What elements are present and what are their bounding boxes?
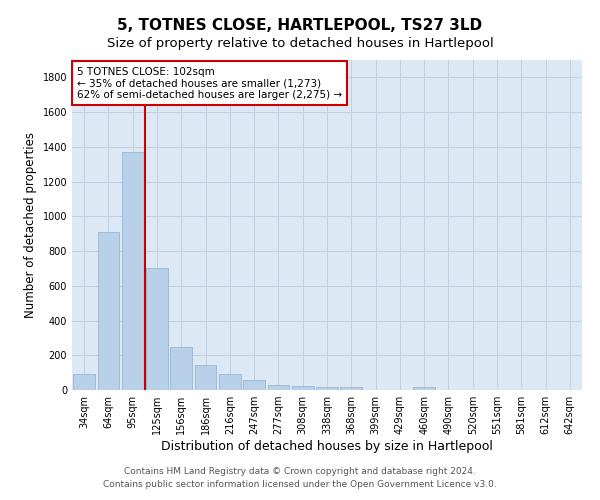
Text: Size of property relative to detached houses in Hartlepool: Size of property relative to detached ho… [107,38,493,51]
Text: 5, TOTNES CLOSE, HARTLEPOOL, TS27 3LD: 5, TOTNES CLOSE, HARTLEPOOL, TS27 3LD [118,18,482,32]
Bar [268,385,289,390]
Bar [122,152,143,390]
Bar [413,386,435,390]
Text: 5 TOTNES CLOSE: 102sqm
← 35% of detached houses are smaller (1,273)
62% of semi-: 5 TOTNES CLOSE: 102sqm ← 35% of detached… [77,66,342,100]
Bar [194,365,217,390]
Bar [170,348,192,390]
Bar [219,374,241,390]
X-axis label: Distribution of detached houses by size in Hartlepool: Distribution of detached houses by size … [161,440,493,453]
Text: Contains HM Land Registry data © Crown copyright and database right 2024.: Contains HM Land Registry data © Crown c… [124,467,476,476]
Bar [146,268,168,390]
Bar [73,374,95,390]
Bar [292,386,314,390]
Y-axis label: Number of detached properties: Number of detached properties [24,132,37,318]
Bar [316,388,338,390]
Text: Contains public sector information licensed under the Open Government Licence v3: Contains public sector information licen… [103,480,497,489]
Bar [97,232,119,390]
Bar [340,388,362,390]
Bar [243,380,265,390]
